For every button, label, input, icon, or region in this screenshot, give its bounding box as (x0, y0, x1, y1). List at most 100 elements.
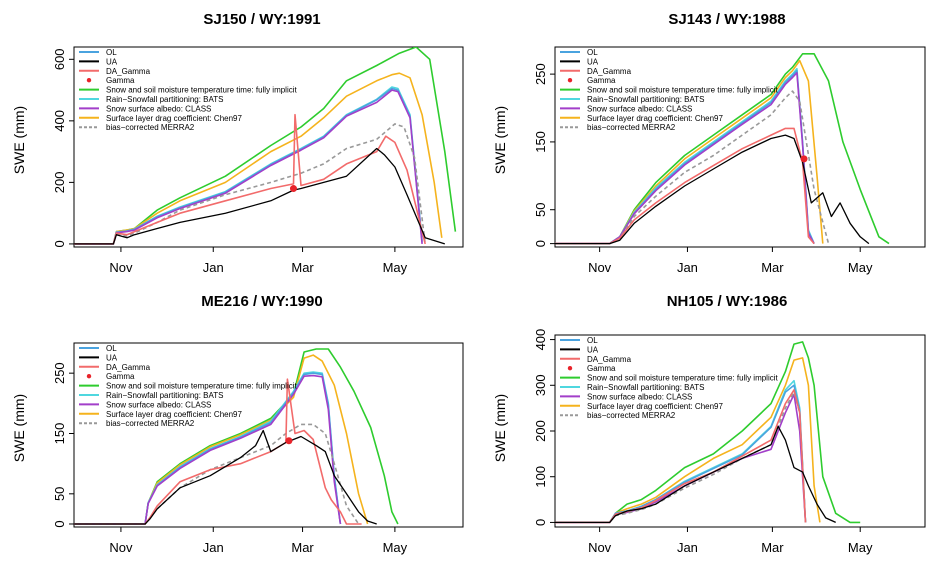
legend-entry: Snow surface albedo: CLASS (560, 104, 692, 113)
series-layer (555, 341, 861, 524)
legend-label: UA (587, 345, 599, 354)
legend-label: Gamma (106, 372, 135, 381)
legend-label: Snow surface albedo: CLASS (106, 104, 211, 113)
series-line-bias-corrected-merra2 (74, 123, 426, 245)
x-tick-label: Nov (588, 260, 612, 275)
x-tick-label: May (383, 260, 408, 275)
legend-label: DA_Gamma (587, 355, 632, 364)
x-tick-label: Jan (677, 260, 698, 275)
legend-label: bias−corrected MERRA2 (587, 123, 676, 132)
legend-entry: Snow surface albedo: CLASS (560, 392, 692, 401)
panel-me216: ME216 / WY:1990 SWE (mm) 0 50 150 250 Nov Jan… (11, 293, 464, 555)
legend-label: bias−corrected MERRA2 (106, 123, 195, 132)
y-tick-label: 150 (533, 131, 548, 153)
series-line-snow-surface-albedo-class (74, 89, 423, 245)
y-tick-label: 400 (533, 329, 548, 351)
gamma-observation-point (289, 185, 297, 193)
panel-title: ME216 / WY:1990 (201, 293, 322, 310)
y-tick-label: 0 (533, 240, 548, 247)
legend-entry: OL (79, 344, 117, 353)
x-tick-label: May (383, 540, 408, 555)
legend-entry: bias−corrected MERRA2 (560, 123, 676, 132)
legend-entry: Gamma (567, 364, 616, 373)
legend-entry: Gamma (567, 76, 616, 85)
y-tick-label: 250 (52, 362, 67, 384)
legend-label: DA_Gamma (106, 67, 151, 76)
series-line-da-gamma (555, 389, 807, 524)
x-tick-label: Nov (588, 540, 612, 555)
plot-frame (554, 46, 926, 248)
y-tick-label: 50 (52, 487, 67, 501)
series-line-surface-layer-drag-coefficient-chen97 (74, 72, 443, 245)
y-tick-label: 100 (533, 466, 548, 488)
legend-label: Surface layer drag coefficient: Chen97 (106, 114, 242, 123)
y-axis-label: SWE (mm) (492, 106, 508, 174)
legend-label: UA (106, 57, 118, 66)
legend-entry: Snow surface albedo: CLASS (79, 104, 211, 113)
y-tick-label: 0 (533, 519, 548, 526)
legend-label: Rain−Snowfall partitioning: BATS (587, 95, 704, 104)
panel-title: SJ143 / WY:1988 (668, 11, 785, 28)
legend-entry: Snow and soil moisture temperature time:… (79, 382, 298, 391)
y-axis-label: SWE (mm) (11, 394, 27, 462)
legend-entry: Rain−Snowfall partitioning: BATS (560, 95, 704, 104)
x-tick-label: Mar (761, 540, 784, 555)
y-tick-label: 600 (52, 48, 67, 70)
panel-sj150: SJ150 / WY:1991 SWE (mm) 0 200 400 600 Nov Ja… (11, 11, 464, 275)
legend-entry: Rain−Snowfall partitioning: BATS (560, 383, 704, 392)
panel-title: SJ150 / WY:1991 (203, 11, 320, 28)
legend-entry: Surface layer drag coefficient: Chen97 (79, 114, 242, 123)
legend-entry: DA_Gamma (79, 363, 151, 372)
legend-entry: UA (79, 353, 118, 362)
panel-sj143: SJ143 / WY:1988 SWE (mm) 0 50 150 250 Nov Jan… (492, 11, 926, 275)
x-tick-label: May (848, 540, 873, 555)
legend-label: Snow and soil moisture temperature time:… (587, 86, 779, 95)
gamma-observation-point (800, 155, 808, 163)
series-line-snow-surface-albedo-class (74, 374, 342, 525)
legend-entry: bias−corrected MERRA2 (79, 123, 195, 132)
legend-entry: UA (560, 57, 599, 66)
series-layer (74, 348, 399, 525)
legend-label: Surface layer drag coefficient: Chen97 (106, 410, 242, 419)
legend-label: Rain−Snowfall partitioning: BATS (106, 391, 223, 400)
x-tick-label: Nov (109, 260, 133, 275)
y-tick-label: 200 (52, 172, 67, 194)
legend-label: Rain−Snowfall partitioning: BATS (106, 95, 223, 104)
legend-label: Rain−Snowfall partitioning: BATS (587, 383, 704, 392)
legend-label: Surface layer drag coefficient: Chen97 (587, 114, 723, 123)
x-tick-label: Mar (291, 260, 314, 275)
legend-label: OL (106, 344, 117, 353)
legend-swatch (86, 374, 92, 379)
legend-entry: Rain−Snowfall partitioning: BATS (79, 391, 223, 400)
legend-entry: DA_Gamma (79, 67, 151, 76)
legend-label: Gamma (587, 76, 616, 85)
legend-entry: Rain−Snowfall partitioning: BATS (79, 95, 223, 104)
series-line-surface-layer-drag-coefficient-chen97 (555, 357, 821, 524)
legend-entry: bias−corrected MERRA2 (560, 411, 676, 420)
y-tick-label: 200 (533, 420, 548, 442)
legend-label: DA_Gamma (587, 67, 632, 76)
series-line-ua (555, 425, 836, 524)
panel-title: NH105 / WY:1986 (667, 293, 788, 310)
x-tick-label: Mar (291, 540, 314, 555)
legend-entry: Snow and soil moisture temperature time:… (560, 374, 779, 383)
legend-entry: Surface layer drag coefficient: Chen97 (560, 114, 723, 123)
x-tick-label: Nov (109, 540, 133, 555)
legend-label: Surface layer drag coefficient: Chen97 (587, 402, 723, 411)
series-line-snow-surface-albedo-class (555, 72, 815, 245)
legend-entry: Surface layer drag coefficient: Chen97 (560, 402, 723, 411)
legend-label: Snow surface albedo: CLASS (587, 392, 692, 401)
legend-entry: DA_Gamma (560, 67, 632, 76)
x-tick-label: Jan (203, 540, 224, 555)
legend-label: Snow and soil moisture temperature time:… (587, 374, 779, 383)
legend-label: Snow and soil moisture temperature time:… (106, 382, 298, 391)
legend-label: DA_Gamma (106, 363, 151, 372)
legend-entry: OL (79, 48, 117, 57)
y-tick-label: 400 (52, 110, 67, 132)
legend-entry: Surface layer drag coefficient: Chen97 (79, 410, 242, 419)
y-tick-label: 150 (52, 423, 67, 445)
panel-nh105: NH105 / WY:1986 SWE (mm) 0 100 200 300 400 No… (492, 293, 926, 555)
y-axis-label: SWE (mm) (492, 394, 508, 462)
